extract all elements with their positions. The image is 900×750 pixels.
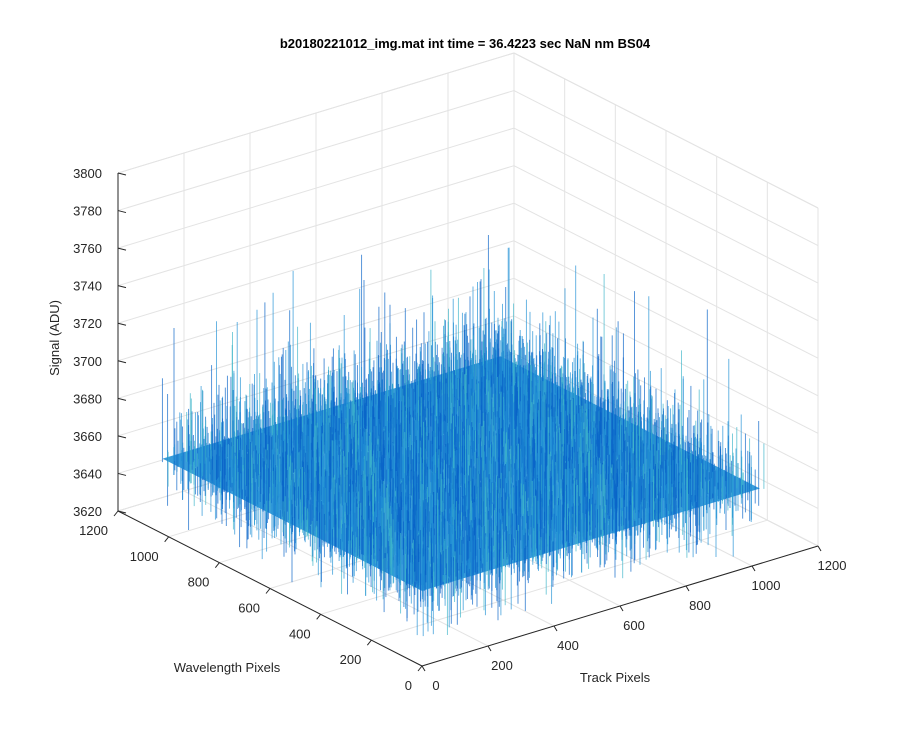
grid-line-z: [117, 127, 515, 249]
grid-line-z: [513, 202, 819, 359]
grid-line-z: [117, 240, 515, 362]
grid-line-z: [117, 52, 515, 174]
grid-line-z: [513, 90, 819, 247]
grid-line-z: [117, 165, 515, 287]
grid-line-z: [513, 165, 819, 322]
grid-line-z: [513, 240, 819, 397]
grid-line-z: [117, 202, 515, 324]
grid-line-z: [513, 127, 819, 284]
surface-plot: [161, 235, 765, 637]
grid-line-z: [117, 277, 515, 399]
chart-title: b20180221012_img.mat int time = 36.4223 …: [280, 36, 651, 51]
grid-line-z: [513, 52, 819, 209]
grid-line-z: [117, 90, 515, 212]
